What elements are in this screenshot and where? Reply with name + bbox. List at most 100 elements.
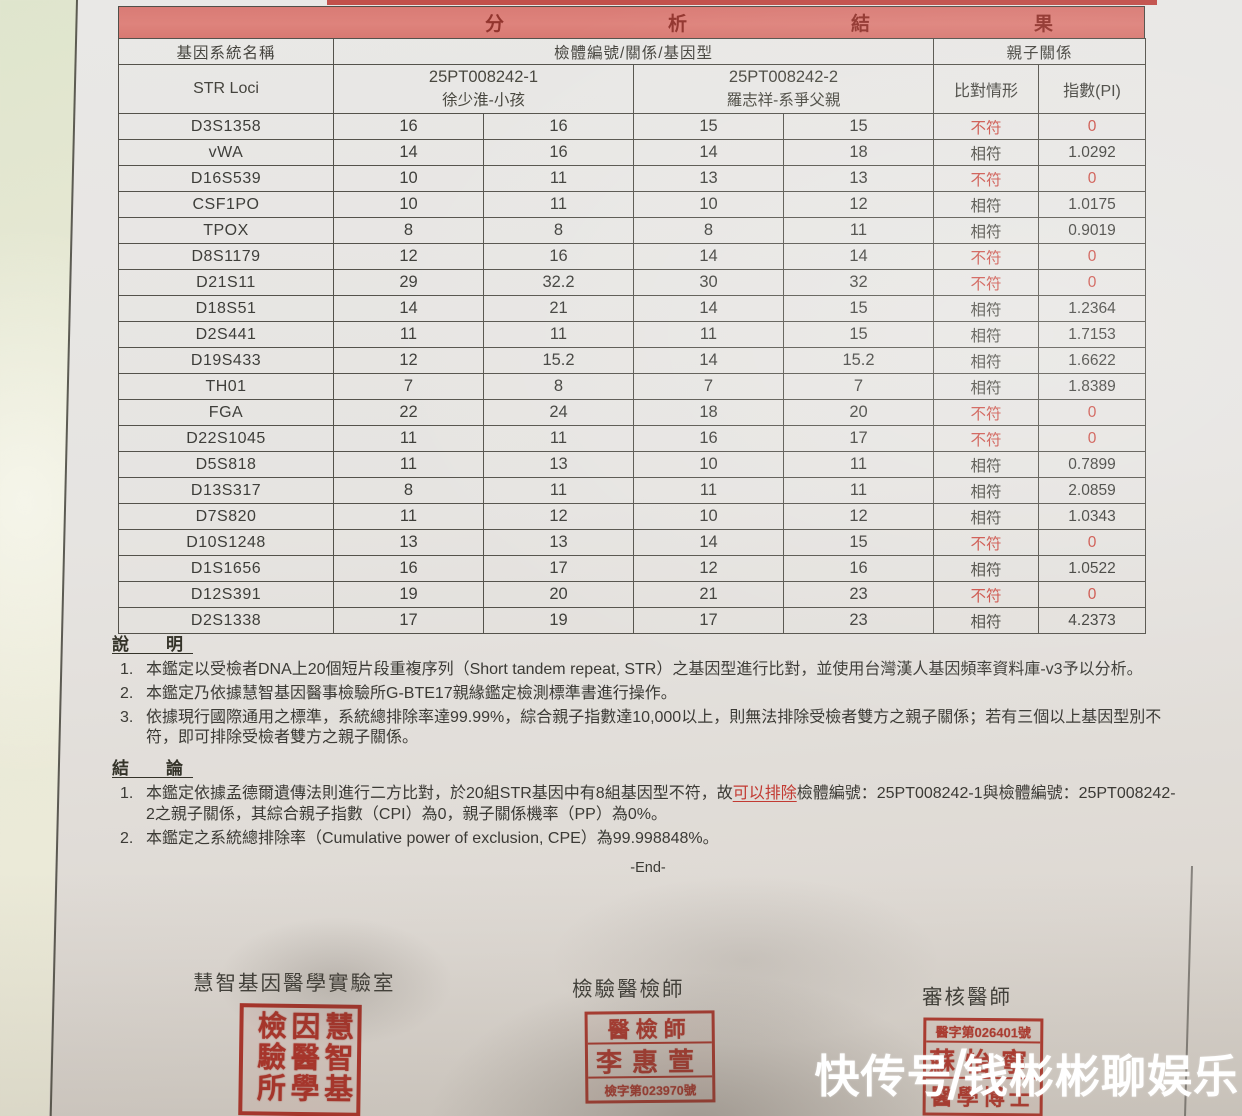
conclusion-item-1: 1. 本鑑定依據孟德爾遺傳法則進行二方比對，於20組STR基因中有8組基因型不符… [120,784,1184,826]
table-row: TPOX 8 8 8 11 相符 0.9019 [118,217,1147,244]
table-row: TH01 7 8 7 7 相符 1.8389 [118,373,1147,400]
sample2-allele2-cell: 15.2 [783,347,934,374]
pi-value-cell: 1.6622 [1037,347,1147,374]
match-result-cell: 不符 [933,269,1039,296]
sample1-allele2-cell: 12 [483,503,634,530]
cutoff-header-strip [327,0,1157,5]
match-result-cell: 相符 [933,321,1039,348]
sample1-id: 25PT008242-1 [428,68,539,86]
sample1-allele2-cell: 16 [483,113,634,140]
sample1-allele2-cell: 11 [483,191,634,218]
sample2-allele1-cell: 10 [633,191,784,218]
table-row: D2S1338 17 19 17 23 相符 4.2373 [118,607,1147,634]
sample2-allele2-cell: 13 [783,165,934,192]
sample2-allele2-cell: 15 [783,295,934,322]
locus-cell: D21S11 [118,269,334,296]
sample2-allele1-cell: 7 [633,373,784,400]
table-row: CSF1PO 10 11 10 12 相符 1.0175 [118,191,1147,218]
header-locus: 基因系統名稱 [118,38,334,65]
table-row: D12S391 19 20 21 23 不符 0 [118,581,1147,608]
conclusion-item-2: 2. 本鑑定之系統總排除率（Cumulative power of exclus… [120,829,1184,850]
lab-seal-stamp: 慧智基因醫學檢驗所 [238,1003,362,1116]
table-header-row: 基因系統名稱 檢體編號/關係/基因型 親子關係 [118,38,1147,65]
sample2-allele2-cell: 16 [783,555,934,582]
sample1-allele1-cell: 7 [333,373,484,400]
sample2-allele1-cell: 18 [633,399,784,426]
locus-cell: D10S1248 [118,529,334,556]
table-row: D22S1045 11 11 16 17 不符 0 [118,425,1147,452]
sample2-cell: 25PT008242-2 羅志祥-系爭父親 [633,64,934,114]
sample2-allele2-cell: 32 [783,269,934,296]
sample2-allele2-cell: 12 [783,191,934,218]
sample2-allele2-cell: 7 [783,373,934,400]
watermark-prefix: 快传号 [814,1051,953,1102]
sample1-allele2-cell: 8 [483,217,634,244]
match-result-cell: 不符 [933,243,1039,270]
locus-cell: D2S1338 [118,607,334,634]
sample1-allele2-cell: 11 [483,425,634,452]
match-result-cell: 相符 [933,373,1039,400]
note-text: 本鑑定乃依據慧智基因醫事檢驗所G-BTE17親緣鑑定檢測標準書進行操作。 [146,684,677,702]
sample2-allele1-cell: 11 [633,477,784,504]
match-result-cell: 相符 [933,217,1039,244]
table-row: D7S820 11 12 10 12 相符 1.0343 [118,503,1147,530]
sample1-allele1-cell: 10 [333,165,484,192]
sample2-allele1-cell: 15 [633,113,784,140]
sample1-allele1-cell: 29 [333,269,484,296]
sample2-id: 25PT008242-2 [728,68,839,86]
end-mark: -End- [630,859,666,876]
sample2-allele1-cell: 12 [633,555,784,582]
pi-value-cell: 1.8389 [1037,373,1147,400]
sample2-allele2-cell: 20 [783,399,934,426]
sample2-allele1-cell: 14 [633,295,784,322]
watermark-suffix: 钱彬彬聊娱乐 [962,1051,1239,1102]
sample2-allele2-cell: 12 [783,503,934,530]
locus-cell: D22S1045 [118,425,334,452]
conclusion-text: 本鑑定之系統總排除率（Cumulative power of exclusion… [146,829,719,847]
sample2-allele2-cell: 11 [783,451,934,478]
section-title-band: 分析結果 [118,6,1145,38]
sample1-allele2-cell: 11 [483,321,634,348]
pi-value-cell: 0 [1037,529,1147,556]
sample2-allele2-cell: 11 [783,477,934,504]
sample1-name: 徐少淮-小孩 [442,92,525,109]
pi-value-cell: 2.0859 [1037,477,1147,504]
note-item-3: 3. 依據現行國際通用之標準，系統總排除率達99.99%，綜合親子指數達10,0… [120,708,1184,750]
sample1-allele2-cell: 8 [483,373,634,400]
sample2-allele1-cell: 14 [633,347,784,374]
locus-cell: D5S818 [118,451,334,478]
table-row: D16S539 10 11 13 13 不符 0 [118,165,1147,192]
sample1-allele1-cell: 16 [333,555,484,582]
match-result-cell: 相符 [933,451,1039,478]
sample2-allele1-cell: 16 [633,425,784,452]
sample1-allele2-cell: 11 [483,477,634,504]
sample1-allele1-cell: 14 [333,295,484,322]
exclusion-highlight: 可以排除 [732,785,797,803]
pi-value-cell: 0 [1037,243,1147,270]
sample1-allele1-cell: 11 [333,451,484,478]
match-result-cell: 相符 [933,139,1039,166]
sample2-allele1-cell: 21 [633,581,784,608]
sample1-allele2-cell: 17 [483,555,634,582]
sample2-allele2-cell: 23 [783,607,934,634]
sample2-allele2-cell: 15 [783,113,934,140]
table-row: D3S1358 16 16 15 15 不符 0 [118,113,1147,140]
sample2-name: 羅志祥-系爭父親 [726,92,841,109]
locus-cell: FGA [118,399,334,426]
locus-cell: vWA [118,139,334,166]
sample2-allele1-cell: 14 [633,243,784,270]
locus-cell: D13S317 [118,477,334,504]
locus-cell: CSF1PO [118,191,334,218]
locus-cell: D12S391 [118,581,334,608]
sample1-allele1-cell: 22 [333,399,484,426]
header-relation: 親子關係 [932,38,1147,65]
sample1-allele1-cell: 8 [333,477,484,504]
sample2-allele1-cell: 30 [633,269,784,296]
table-row: D5S818 11 13 10 11 相符 0.7899 [118,451,1147,478]
locus-cell: D18S51 [118,295,334,322]
match-result-cell: 不符 [933,581,1039,608]
watermark: 快传号/钱彬彬聊娱乐 [814,1028,1239,1114]
match-result-cell: 不符 [933,425,1039,452]
sample2-allele2-cell: 15 [783,321,934,348]
notes-and-conclusion: 說 明 1. 本鑑定以受檢者DNA上20個短片段重複序列（Short tande… [112,634,1184,878]
